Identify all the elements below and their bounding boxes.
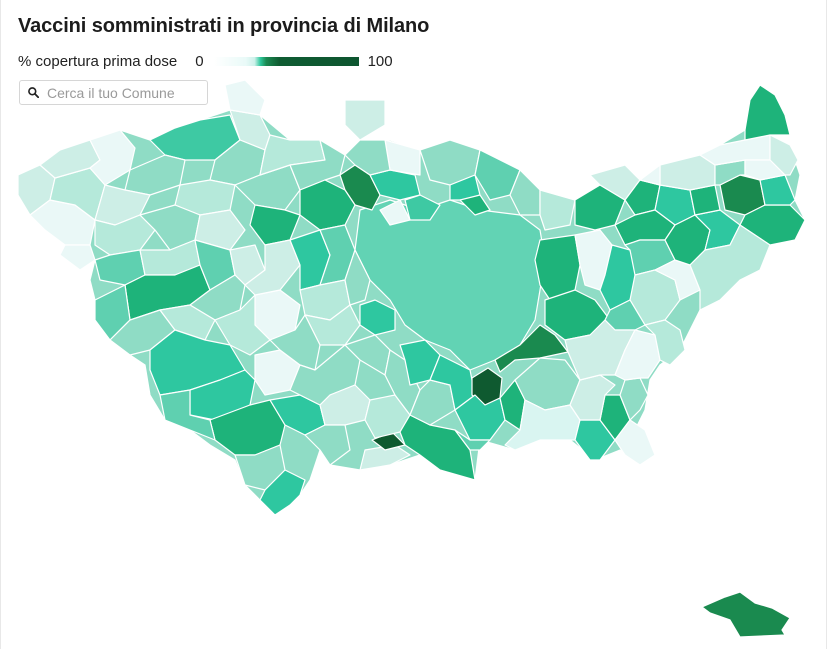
region-w-24[interactable]	[159, 389, 216, 441]
region-e-23[interactable]	[689, 224, 771, 311]
region-s-14[interactable]	[569, 374, 616, 421]
region-nw-14[interactable]	[94, 214, 156, 256]
search-icon	[28, 87, 39, 98]
region-n-light-1[interactable]	[344, 99, 386, 141]
region-e-25[interactable]	[639, 164, 661, 186]
region-s-8[interactable]	[454, 429, 491, 451]
region-n-green-1[interactable]	[299, 179, 356, 231]
search-input[interactable]	[47, 84, 197, 101]
region-e-15[interactable]	[614, 329, 661, 381]
region-e-16[interactable]	[644, 319, 686, 366]
region-n-teal-2[interactable]	[404, 194, 441, 221]
region-w-32[interactable]	[359, 444, 411, 471]
region-w-30[interactable]	[259, 469, 306, 516]
legend-min: 0	[195, 52, 204, 70]
region-e-30[interactable]	[744, 84, 791, 141]
region-n-mid-2[interactable]	[474, 149, 521, 201]
color-legend: % copertura prima dose 0 100	[18, 51, 393, 71]
region-nw-16[interactable]	[194, 209, 246, 251]
comune-search-box[interactable]	[19, 80, 208, 105]
region-n-light-3[interactable]	[344, 139, 391, 176]
region-exclave[interactable]	[701, 591, 791, 638]
region-n-light-5[interactable]	[539, 189, 576, 231]
region-w-27[interactable]	[319, 384, 371, 426]
legend-gradient-bar	[213, 56, 359, 66]
region-nw-10[interactable]	[224, 79, 266, 116]
region-milano[interactable]	[354, 199, 546, 371]
legend-max: 100	[367, 52, 393, 70]
region-nw-13[interactable]	[59, 244, 96, 271]
region-n-light-4[interactable]	[379, 199, 411, 226]
region-e-24[interactable]	[659, 154, 716, 191]
frame-border-left	[0, 0, 1, 649]
region-n-green-3[interactable]	[459, 194, 491, 216]
legend-label: % copertura prima dose	[18, 52, 178, 70]
map-title: Vaccini somministrati in provincia di Mi…	[18, 15, 430, 37]
region-e-29[interactable]	[744, 159, 786, 181]
region-w-17[interactable]	[344, 249, 371, 306]
region-w-31[interactable]	[304, 424, 351, 466]
region-w-12[interactable]	[214, 294, 271, 356]
region-nw-5[interactable]	[89, 129, 136, 186]
region-w-9[interactable]	[159, 304, 216, 341]
